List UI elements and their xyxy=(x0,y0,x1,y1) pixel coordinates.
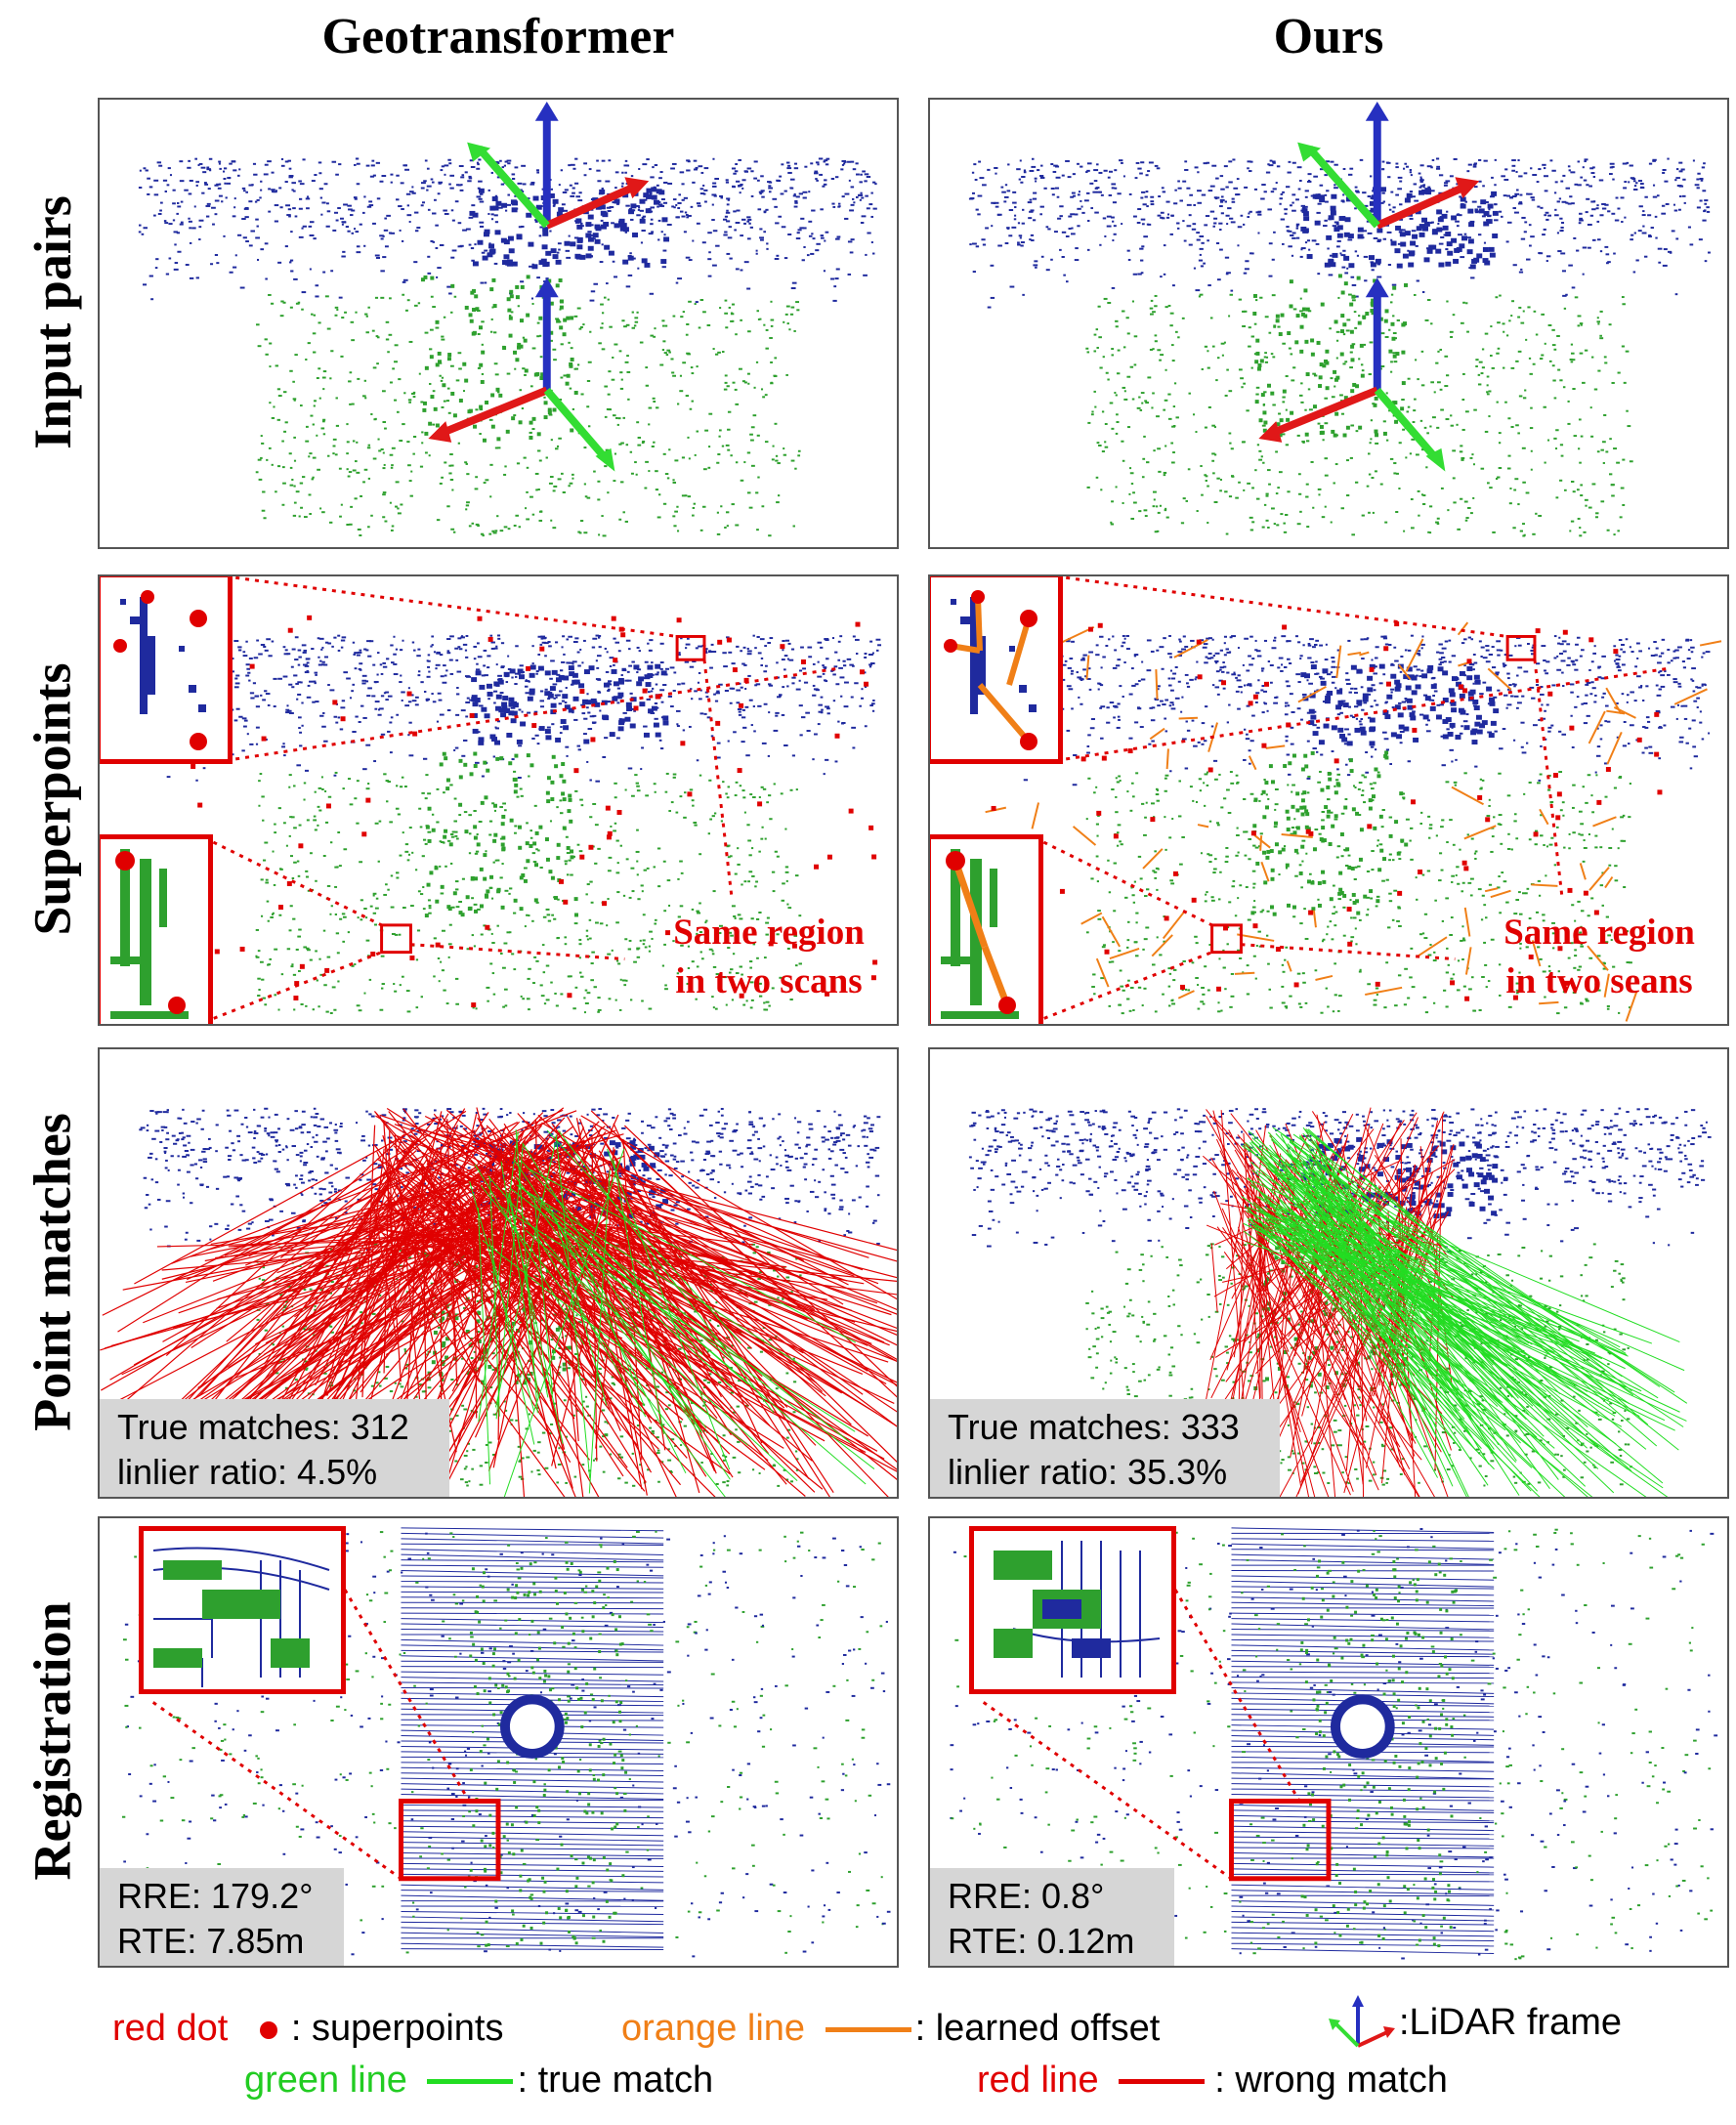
panel-superpoints-geotransformer: Same region in two scans xyxy=(98,574,899,1026)
point-cloud-pair xyxy=(138,101,877,537)
column-title-ours: Ours xyxy=(1273,9,1384,64)
rte-text: RTE: 0.12m xyxy=(948,1921,1135,1961)
orange-line-icon xyxy=(825,2027,911,2033)
panel-point-matches-ours: True matches: 333 linlier ratio: 35.3% xyxy=(928,1047,1729,1499)
correspondence-lines xyxy=(100,1107,897,1497)
rte-text: RTE: 7.85m xyxy=(117,1921,305,1961)
zoom-inset-source xyxy=(930,576,1063,764)
lidar-frame-icon xyxy=(428,277,615,472)
same-region-callout: Same region in two scans xyxy=(673,913,865,1001)
same-region-callout: Same region in two seans xyxy=(1503,913,1695,1001)
true-matches-text: True matches: 333 xyxy=(948,1407,1240,1447)
rre-text: RRE: 0.8° xyxy=(948,1876,1105,1916)
legend-learned-offset: orange line : learned offset xyxy=(621,2008,1161,2049)
panel-input-pairs-ours xyxy=(928,98,1729,549)
point-cloud-pair xyxy=(968,101,1711,537)
zoom-inset-registration xyxy=(139,1526,346,1694)
legend-lidar-frame: :LiDAR frame xyxy=(1321,1995,1622,2054)
lidar-frame-icon xyxy=(1258,277,1446,472)
red-dot-icon xyxy=(259,2020,277,2039)
true-matches-text: True matches: 312 xyxy=(117,1407,409,1447)
match-stats: True matches: 312 linlier ratio: 4.5% xyxy=(100,1399,449,1497)
row-label-superpoints: Superpoints xyxy=(22,662,82,936)
red-line-icon xyxy=(1119,2079,1206,2085)
row-label-registration: Registration xyxy=(22,1601,82,1881)
registration-stats: RRE: 179.2° RTE: 7.85m xyxy=(100,1868,344,1966)
zoom-inset-source xyxy=(100,576,233,764)
lidar-frame-icon xyxy=(1329,1995,1395,2048)
superpoint-cloud xyxy=(969,576,1722,1024)
zoom-inset-target xyxy=(930,834,1043,1024)
panel-point-matches-geotransformer: True matches: 312 linlier ratio: 4.5% xyxy=(98,1047,899,1499)
registration-stats: RRE: 0.8° RTE: 0.12m xyxy=(930,1868,1174,1966)
legend-true-match: green line : true match xyxy=(244,2060,714,2101)
zoom-inset-registration xyxy=(969,1526,1176,1694)
rre-text: RRE: 179.2° xyxy=(117,1876,314,1916)
inlier-ratio-text: linlier ratio: 35.3% xyxy=(948,1452,1228,1492)
panel-input-pairs-geotransformer xyxy=(98,98,899,549)
panel-registration-ours: RRE: 0.8° RTE: 0.12m xyxy=(928,1516,1729,1968)
match-stats: True matches: 333 linlier ratio: 35.3% xyxy=(930,1399,1280,1497)
panel-superpoints-ours: Same region in two seans xyxy=(928,574,1729,1026)
legend-wrong-match: red line : wrong match xyxy=(977,2060,1448,2101)
lidar-frame-icon xyxy=(1297,101,1480,230)
column-title-geotransformer: Geotransformer xyxy=(321,9,675,64)
zoom-inset-target xyxy=(100,834,213,1024)
inlier-ratio-text: linlier ratio: 4.5% xyxy=(117,1452,378,1492)
registered-cloud xyxy=(121,1527,891,1958)
legend-superpoints: red dot : superpoints xyxy=(112,2008,504,2049)
row-label-input-pairs: Input pairs xyxy=(22,195,82,449)
lidar-frame-icon xyxy=(467,101,650,230)
row-label-point-matches: Point matches xyxy=(22,1113,82,1431)
green-line-icon xyxy=(427,2079,514,2085)
registered-cloud xyxy=(950,1527,1718,1961)
correspondence-lines xyxy=(968,1107,1712,1497)
panel-registration-geotransformer: RRE: 179.2° RTE: 7.85m xyxy=(98,1516,899,1968)
